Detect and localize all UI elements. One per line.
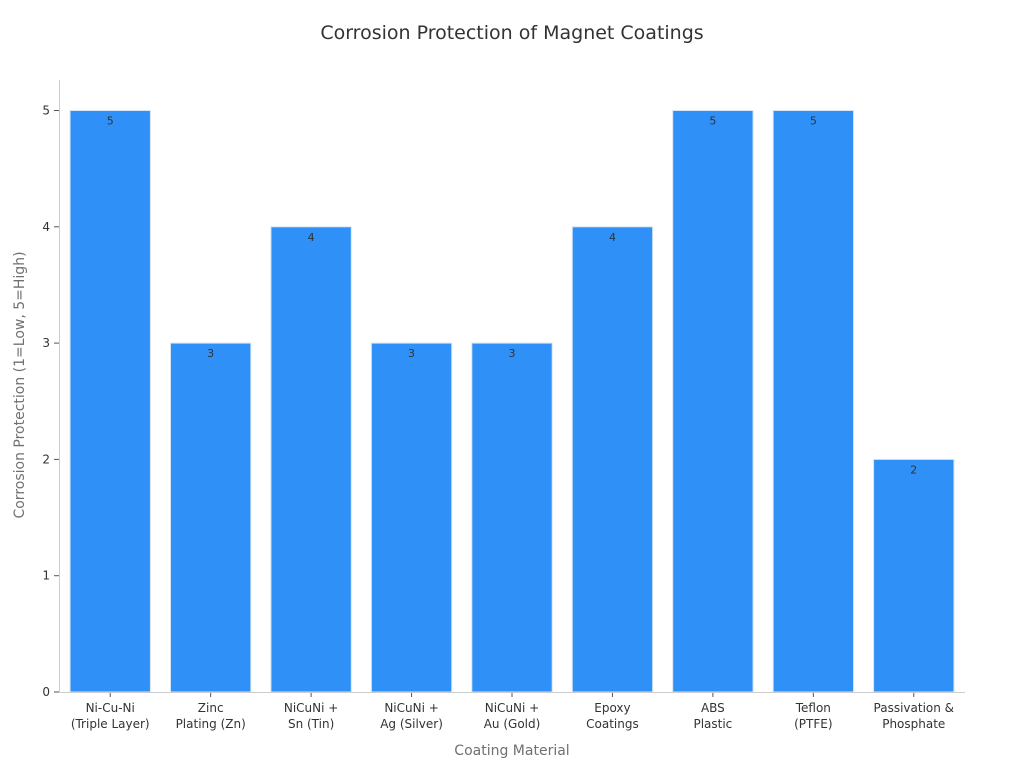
bar-value-label: 4 (609, 231, 616, 244)
bar-value-label: 3 (207, 347, 214, 360)
bar-value-label: 3 (408, 347, 415, 360)
y-tick-label: 1 (42, 569, 50, 583)
chart-title: Corrosion Protection of Magnet Coatings (320, 22, 703, 44)
y-tick-label: 0 (42, 685, 50, 699)
bar (772, 110, 855, 693)
bar (370, 342, 453, 693)
x-axis-title: Coating Material (454, 743, 569, 759)
y-tick-label: 4 (42, 220, 50, 234)
x-tick-label: NiCuNi + Au (Gold) (484, 701, 541, 731)
bar (69, 110, 151, 693)
y-axis-title: Corrosion Protection (1=Low, 5=High) (12, 251, 28, 518)
bar (471, 342, 553, 693)
x-tick-label: ABS Plastic (693, 701, 732, 731)
bar (873, 458, 955, 693)
y-ticks-group: 0 1 2 3 4 5 (42, 104, 59, 699)
y-tick-label: 3 (42, 336, 50, 350)
bar-value-label: 5 (107, 115, 114, 128)
bar-labels-group: 5 3 4 3 3 4 5 5 2 (107, 115, 918, 477)
bar (270, 226, 352, 693)
bar-value-label: 3 (509, 347, 516, 360)
y-tick-label: 5 (42, 104, 50, 118)
x-tick-label: Passivation & Phosphate (874, 701, 955, 731)
x-ticks-group: Ni-Cu-Ni (Triple Layer) Zinc Plating (Zn) Ni… (71, 693, 954, 731)
bar (169, 342, 252, 693)
bar-value-label: 2 (910, 463, 917, 476)
bars-group (69, 110, 955, 693)
y-tick-label: 2 (42, 452, 50, 466)
x-tick-label: Ni-Cu-Ni (Triple Layer) (71, 701, 150, 731)
x-tick-label: Zinc Plating (Zn) (176, 701, 246, 731)
x-tick-label: Teflon (PTFE) (794, 701, 832, 731)
x-tick-label: NiCuNi + Ag (Silver) (380, 701, 443, 731)
bar (571, 226, 654, 693)
bar-value-label: 4 (308, 231, 315, 244)
x-tick-label: NiCuNi + Sn (Tin) (284, 701, 338, 731)
bar-value-label: 5 (709, 115, 716, 128)
bar-value-label: 5 (810, 115, 817, 128)
x-tick-label: Epoxy Coatings (586, 701, 639, 731)
bar (672, 110, 754, 693)
